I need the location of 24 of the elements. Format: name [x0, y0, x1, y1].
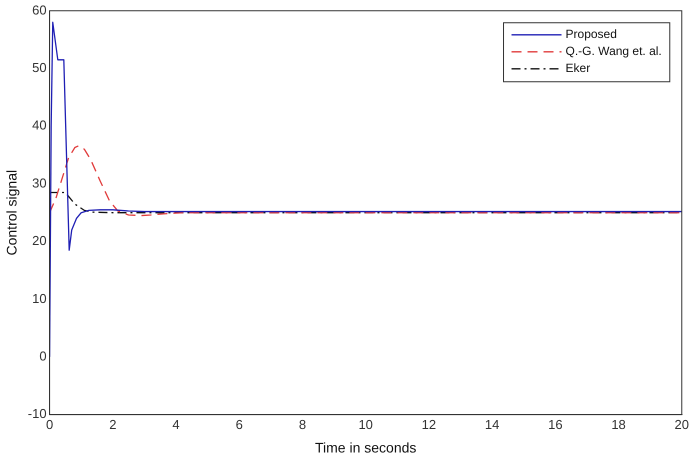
y-tick-label: 10	[32, 290, 47, 306]
x-tick-label: 16	[548, 416, 563, 432]
x-tick-label: 6	[236, 416, 243, 432]
x-tick-label: 2	[109, 416, 116, 432]
y-tick-label: 20	[32, 233, 47, 248]
y-tick-label: 50	[32, 60, 47, 76]
y-tick-label: 30	[32, 175, 47, 190]
y-tick-label: 40	[32, 118, 47, 133]
y-tick-label: -10	[28, 406, 47, 422]
x-tick-label: 12	[422, 416, 436, 432]
y-tick-label: 60	[32, 2, 47, 18]
x-tick-label: 14	[484, 416, 500, 432]
y-axis-title: Control signal	[3, 170, 20, 256]
legend-label: Proposed	[566, 27, 617, 42]
line-series	[50, 145, 682, 216]
x-tick-label: 10	[358, 416, 373, 432]
legend-label: Q.-G. Wang et. al.	[566, 44, 662, 58]
legend-label: Eker	[566, 61, 590, 76]
x-tick-label: 8	[298, 416, 306, 432]
y-tick-label: 0	[39, 348, 47, 364]
x-tick-label: 4	[172, 416, 180, 432]
x-axis-title: Time in seconds	[314, 439, 416, 456]
x-tick-label: 18	[611, 416, 626, 432]
x-tick-label: 20	[674, 416, 690, 432]
